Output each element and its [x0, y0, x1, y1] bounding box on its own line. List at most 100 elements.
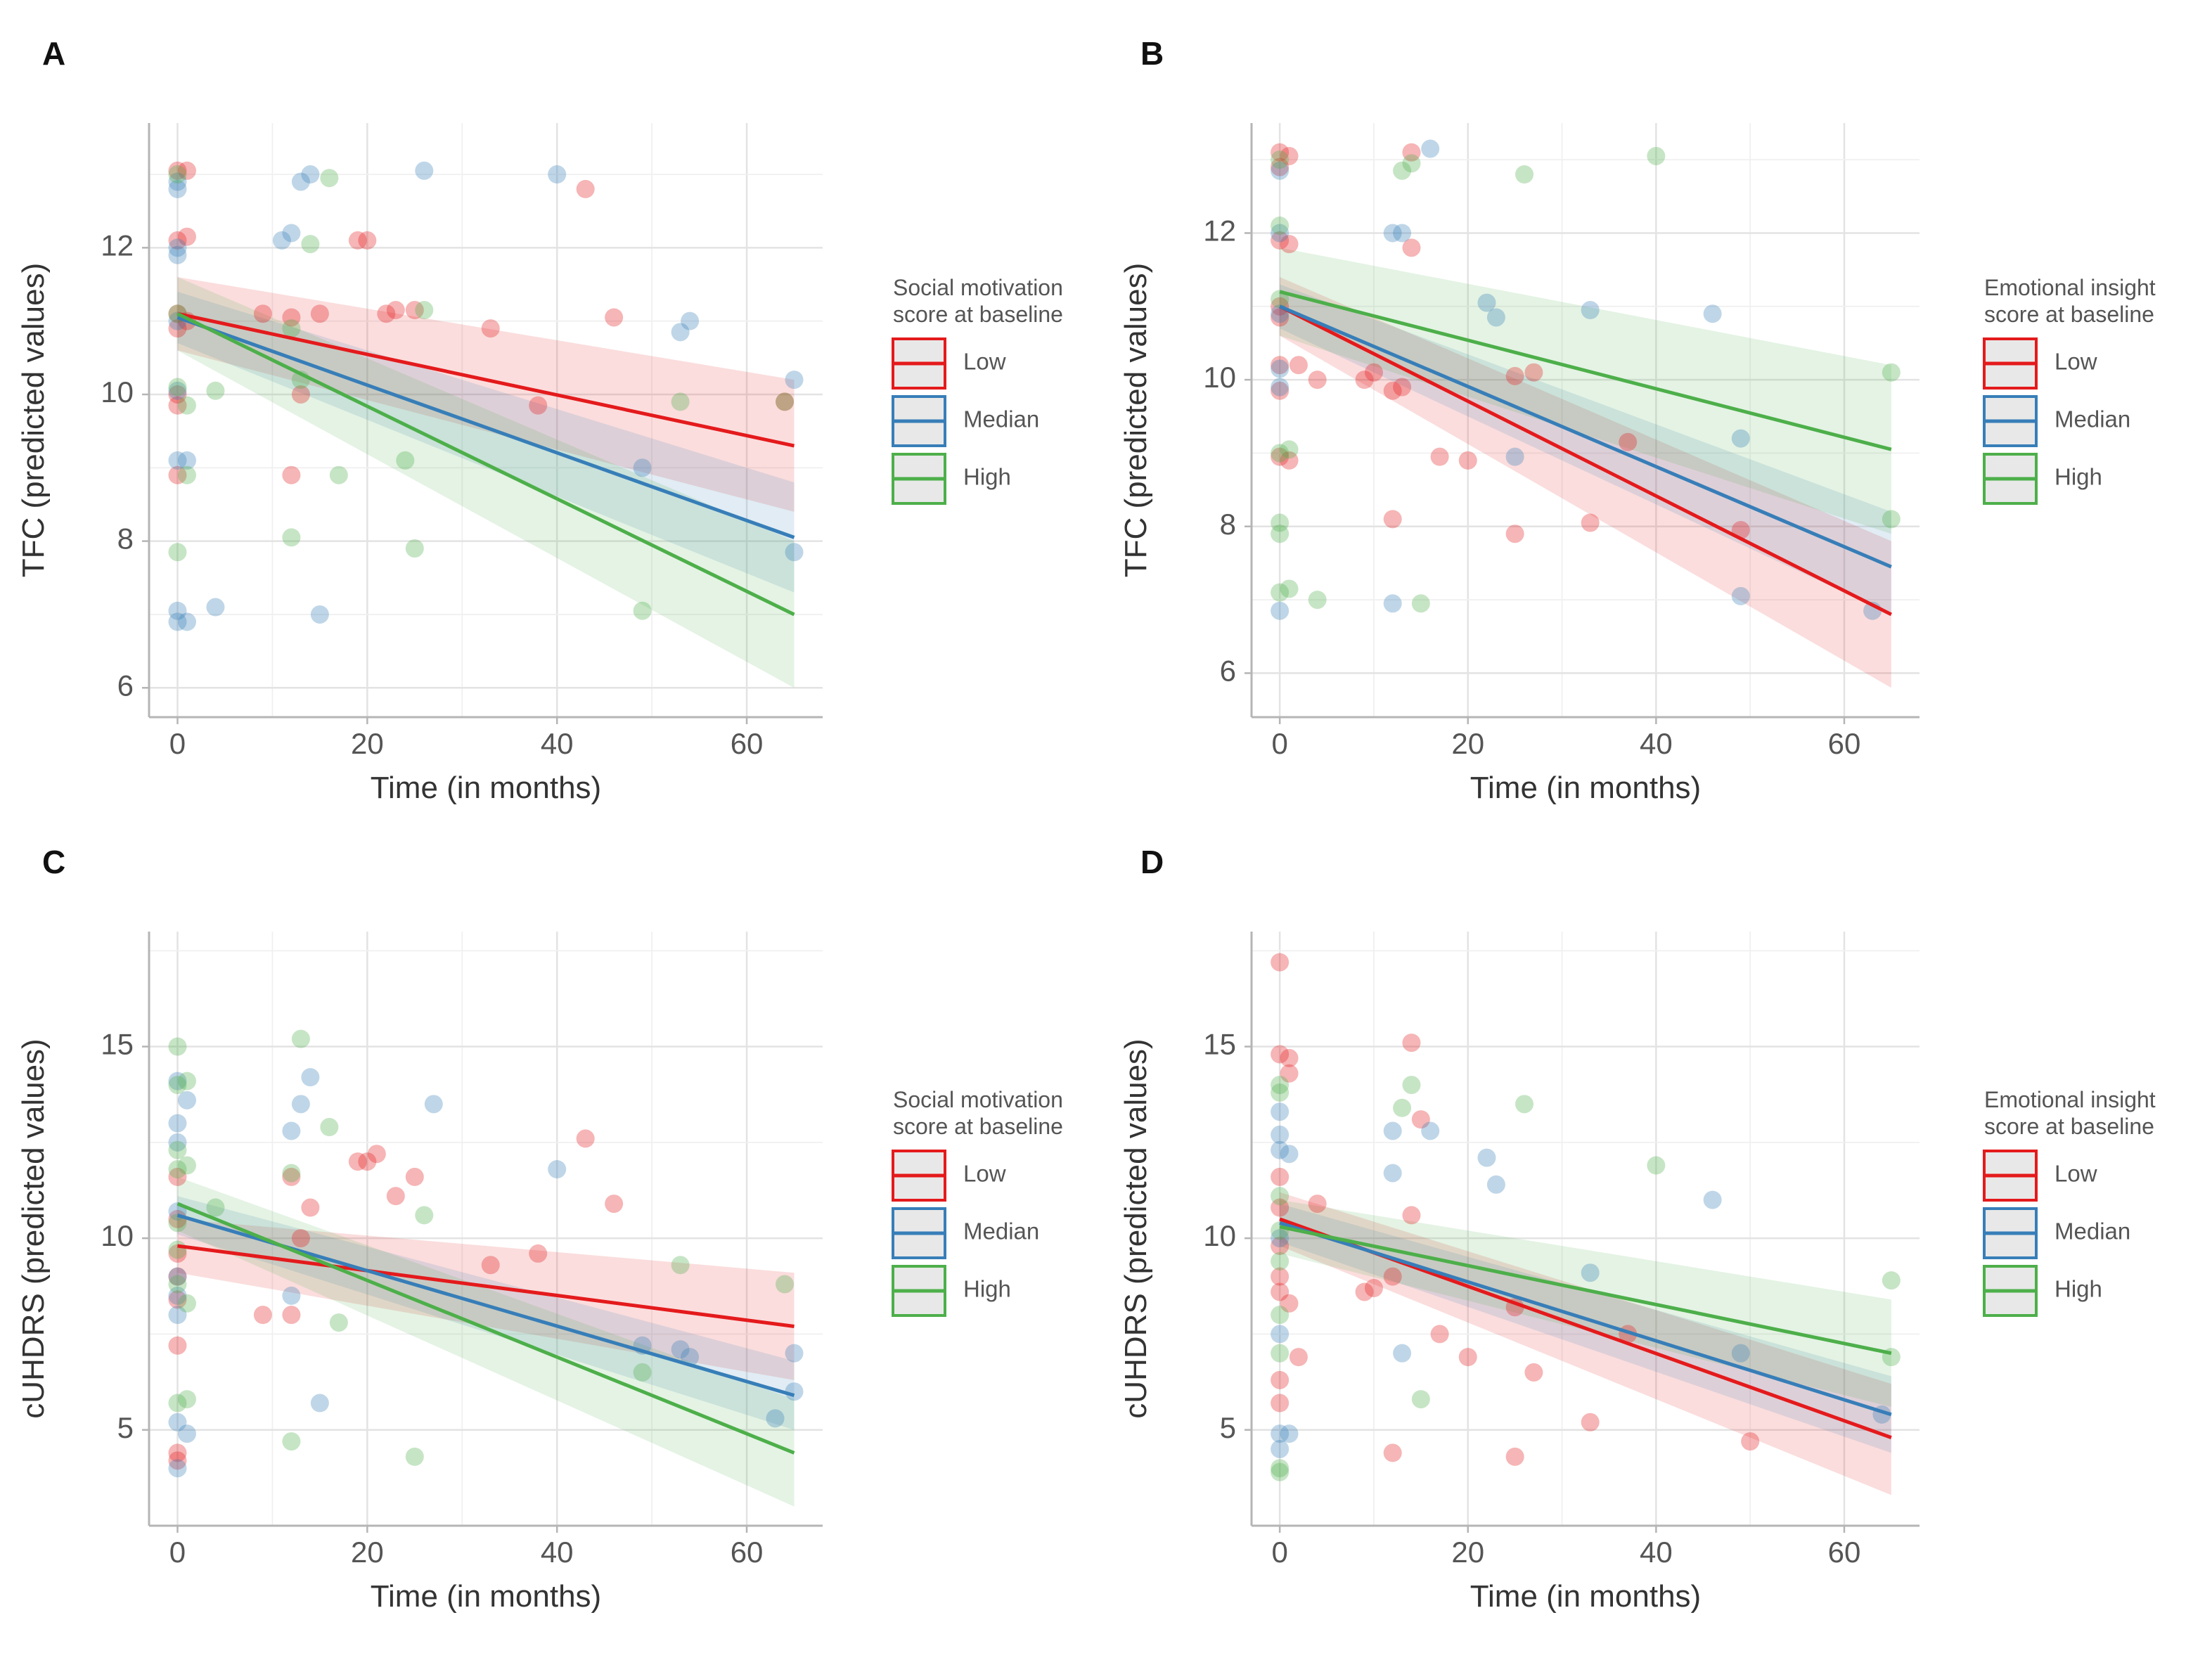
data-point-low — [168, 1167, 187, 1186]
data-point-high — [1402, 154, 1421, 173]
data-point-low — [291, 385, 310, 404]
data-point-median — [282, 1121, 301, 1140]
data-point-low — [481, 1256, 500, 1275]
data-point-high — [1393, 161, 1412, 180]
data-point-low — [1271, 143, 1290, 162]
data-point-high — [1882, 363, 1901, 382]
confidence-band-median — [177, 291, 795, 593]
confidence-band-low — [1280, 277, 1891, 688]
data-point-median — [168, 1413, 187, 1431]
x-tick-label: 20 — [351, 727, 384, 760]
legend-label-low: Low — [963, 349, 1006, 375]
data-point-median — [291, 172, 310, 191]
y-tick-label: 12 — [101, 229, 134, 262]
y-tick-label: 10 — [1203, 1219, 1236, 1252]
data-point-median — [548, 165, 567, 184]
data-point-low — [1289, 356, 1308, 375]
data-point-low — [1271, 1167, 1290, 1186]
data-point-median — [177, 451, 196, 470]
data-point-high — [168, 1140, 187, 1159]
y-axis-title: cUHDRS (predicted values) — [16, 1038, 51, 1418]
data-point-low — [168, 396, 187, 415]
data-point-high — [282, 319, 301, 338]
data-point-high — [168, 1275, 187, 1294]
data-point-low — [348, 1152, 367, 1171]
data-point-high — [1515, 1095, 1534, 1114]
data-point-high — [1271, 444, 1290, 463]
data-point-median — [291, 1095, 310, 1114]
legend-title: score at baseline — [893, 302, 1063, 327]
x-tick-label: 40 — [1640, 727, 1673, 760]
data-point-high — [1271, 583, 1290, 602]
data-point-low — [1430, 1325, 1449, 1344]
data-point-low — [386, 301, 405, 320]
data-point-high — [1280, 579, 1299, 598]
data-point-low — [1271, 381, 1290, 400]
data-point-median — [1703, 1190, 1722, 1209]
data-point-median — [1271, 1102, 1290, 1121]
y-tick-label: 6 — [1220, 655, 1236, 688]
data-point-high — [1271, 150, 1290, 169]
data-point-low — [282, 1306, 301, 1325]
data-point-median — [168, 172, 187, 191]
data-point-median — [1731, 1344, 1750, 1363]
data-point-high — [1271, 1076, 1290, 1095]
data-point-low — [1364, 1279, 1383, 1297]
data-point-low — [1271, 1198, 1290, 1217]
data-point-median — [168, 238, 187, 257]
data-point-low — [1271, 1394, 1290, 1413]
data-point-high — [1271, 1462, 1290, 1481]
data-point-low — [358, 1152, 377, 1171]
data-point-low — [1524, 1363, 1543, 1382]
data-point-low — [168, 1336, 187, 1355]
data-point-low — [1505, 366, 1524, 385]
data-point-median — [1383, 224, 1402, 243]
data-point-low — [282, 1167, 301, 1186]
data-point-high — [206, 381, 225, 400]
panel-a: A 0 20 40 60 6 8 10 12 Time (in months) TFC (predi… — [16, 35, 1063, 805]
regression-line-median — [176, 316, 795, 539]
panel-c: C 0 20 40 60 5 10 15 Time (in months) cUHDRS (pre… — [16, 844, 1063, 1614]
data-point-median — [1271, 1140, 1290, 1159]
data-point-low — [1355, 371, 1374, 390]
confidence-band-high — [1280, 1199, 1891, 1407]
data-point-high — [168, 1076, 187, 1095]
data-point-high — [1393, 1098, 1412, 1117]
y-axis-title: TFC (predicted values) — [1119, 263, 1153, 577]
data-point-high — [776, 1275, 795, 1294]
data-point-high — [1271, 1344, 1290, 1363]
x-axis-title: Time (in months) — [1470, 771, 1701, 805]
data-point-median — [681, 311, 700, 330]
legend-label-median: Median — [963, 406, 1039, 432]
data-point-median — [671, 1340, 690, 1359]
data-point-high — [671, 392, 690, 411]
legend-label-high: High — [963, 1276, 1011, 1302]
data-point-high — [282, 528, 301, 547]
data-point-high — [168, 1160, 187, 1178]
data-point-low — [1411, 1110, 1430, 1129]
data-point-high — [320, 1118, 339, 1137]
legend-title: Emotional insight — [1984, 275, 2156, 300]
data-point-median — [168, 1114, 187, 1133]
data-point-median — [1731, 586, 1750, 605]
data-point-median — [206, 598, 225, 617]
data-point-high — [168, 165, 187, 184]
data-point-median — [785, 371, 804, 390]
data-point-median — [785, 1382, 804, 1401]
data-point-low — [168, 231, 187, 250]
data-point-low — [253, 1306, 272, 1325]
data-point-low — [386, 1187, 405, 1206]
data-point-high — [1882, 510, 1901, 529]
data-point-median — [168, 1267, 187, 1286]
data-point-high — [1271, 1187, 1290, 1206]
data-point-high — [177, 1294, 196, 1313]
data-point-median — [168, 1072, 187, 1090]
data-point-median — [177, 1090, 196, 1109]
data-point-high — [1280, 440, 1299, 459]
data-point-median — [282, 224, 301, 243]
data-point-high — [168, 1240, 187, 1259]
data-point-median — [1280, 1145, 1299, 1164]
